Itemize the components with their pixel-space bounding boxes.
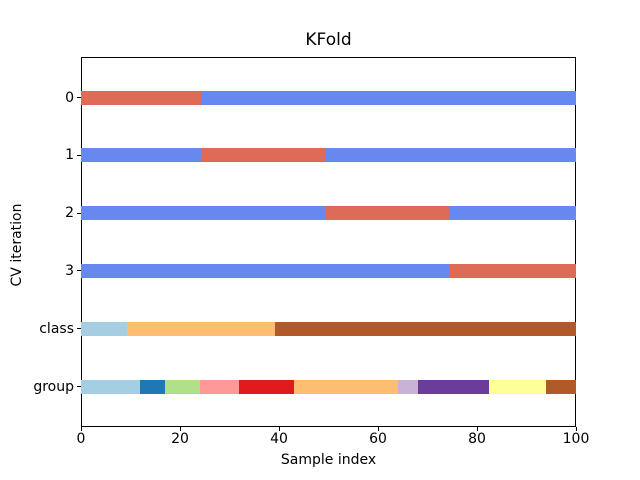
x-tick-label: 20 <box>171 431 189 447</box>
y-tick-label: group <box>33 378 74 395</box>
bar-segment-group-5 <box>293 379 398 394</box>
bar-segment-train <box>81 148 202 163</box>
y-tick-mark <box>77 97 81 98</box>
x-tick-mark <box>179 427 181 431</box>
bar-segment-train <box>448 206 576 221</box>
cv-row-bar-1 <box>81 148 576 163</box>
bar-segment-train <box>81 263 449 278</box>
bar-segment-group-4 <box>239 379 294 394</box>
y-tick-mark <box>77 212 81 214</box>
y-tick-mark <box>77 386 81 387</box>
plot-area <box>81 57 576 427</box>
y-tick-mark <box>77 328 81 330</box>
x-tick-label: 40 <box>270 431 288 447</box>
x-axis-label: Sample index <box>280 452 377 468</box>
bar-segment-class-2 <box>275 321 576 336</box>
bar-segment-class-0 <box>81 321 128 336</box>
bar-segment-group-6 <box>397 379 418 394</box>
bar-segment-test <box>201 148 326 163</box>
cv-row-bar-group <box>81 379 576 394</box>
bar-segment-test <box>448 263 576 278</box>
y-tick-label: 0 <box>65 89 74 106</box>
x-tick-label: 0 <box>76 431 86 447</box>
x-tick-mark <box>278 427 280 431</box>
y-tick-mark <box>77 154 81 156</box>
bar-segment-class-1 <box>127 321 276 336</box>
y-tick-label: class <box>39 320 74 337</box>
y-axis-label-text: CV iteration <box>9 203 25 287</box>
bar-segment-group-3 <box>199 379 240 394</box>
y-tick-label: 1 <box>65 147 74 164</box>
bar-segment-test <box>81 90 202 105</box>
y-tick-label: 3 <box>65 262 74 279</box>
bar-segment-group-0 <box>81 379 141 394</box>
x-tick-mark <box>575 427 577 431</box>
cv-row-bar-2 <box>81 206 576 221</box>
bar-segment-train <box>81 206 326 221</box>
y-tick-label: 2 <box>65 205 74 222</box>
x-tick-mark <box>377 427 379 431</box>
bar-segment-group-7 <box>417 379 490 394</box>
x-tick-label: 100 <box>562 431 590 447</box>
x-tick-mark <box>80 427 82 431</box>
bar-segment-group-2 <box>165 379 200 394</box>
bar-segment-group-1 <box>140 379 166 394</box>
x-tick-label: 60 <box>369 431 387 447</box>
bar-segment-group-8 <box>489 379 547 394</box>
bar-segment-train <box>325 148 576 163</box>
y-tick-mark <box>77 270 81 272</box>
chart-title: KFold <box>305 30 352 50</box>
bar-segment-train <box>201 90 576 105</box>
bar-segment-group-9 <box>546 379 576 394</box>
bar-segment-test <box>325 206 449 221</box>
cv-row-bar-class <box>81 321 576 336</box>
cv-row-bar-0 <box>81 90 576 105</box>
cv-row-bar-3 <box>81 263 576 278</box>
x-tick-mark <box>476 427 478 431</box>
x-tick-label: 80 <box>468 431 486 447</box>
